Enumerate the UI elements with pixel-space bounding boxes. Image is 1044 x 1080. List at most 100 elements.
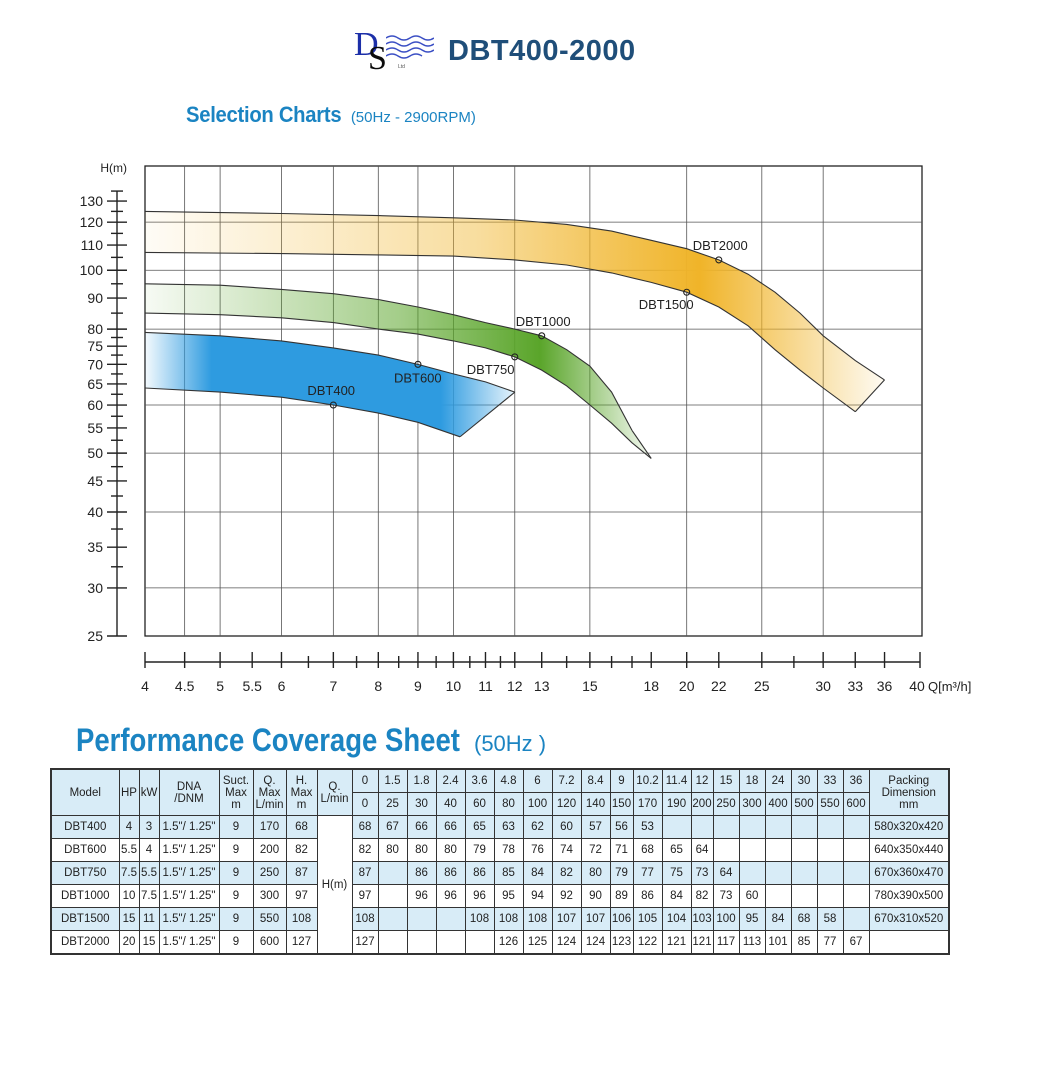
q-m3h-cell: 11.4 (661, 768, 692, 793)
head-value-cell: 84 (764, 907, 792, 931)
q-lmin-cell: 120 (551, 792, 582, 816)
q-m3h-cell: 30 (790, 768, 818, 793)
head-value-cell (816, 838, 844, 862)
band-end-edge (459, 391, 516, 438)
header-packing-line: mm (899, 798, 919, 811)
head-value-cell: 68 (790, 907, 818, 931)
y-tick-label: 110 (81, 237, 104, 253)
head-value-cell: 65 (464, 815, 495, 839)
head-value-cell: 86 (406, 861, 437, 885)
head-value-cell (661, 815, 692, 839)
q-m3h-cell: 8.4 (580, 768, 611, 793)
q-m3h-cell: 18 (738, 768, 766, 793)
cell-suct: 9 (218, 861, 254, 885)
x-tick-label: 33 (847, 678, 863, 694)
band-top-edge (144, 210, 885, 381)
x-tick-label: 12 (507, 678, 523, 694)
head-value-cell: 84 (522, 861, 553, 885)
head-value-cell: 95 (493, 884, 524, 908)
cell-hp: 15 (118, 907, 140, 931)
q-lmin-cell: 300 (738, 792, 766, 816)
header-q-lmin: Q. L/min (316, 768, 353, 816)
q-m3h-cell: 6 (522, 768, 553, 793)
q-lmin-cell: 400 (764, 792, 792, 816)
x-tick-label: 15 (582, 678, 598, 694)
cell-model: DBT750 (50, 861, 120, 885)
selection-chart-condition: (50Hz - 2900RPM) (350, 109, 476, 126)
cell-hp: 20 (118, 930, 140, 955)
head-value-cell (738, 861, 766, 885)
cell-kw: 15 (138, 930, 160, 955)
cell-suct: 9 (218, 907, 254, 931)
head-value-cell: 92 (551, 884, 582, 908)
head-value-cell: 94 (522, 884, 553, 908)
header-dna-line: /DNM (174, 792, 204, 805)
head-value-cell: 68 (351, 815, 379, 839)
header-q-lmin-line: Q. (328, 780, 341, 793)
point-label-dbt400: DBT400 (307, 383, 355, 398)
cell-model: DBT2000 (50, 930, 120, 955)
table-row: DBT750 7.5 5.5 1.5"/ 1.25" 9 250 87 87 86 86 86 85 8… (50, 861, 950, 885)
y-tick-label: 130 (80, 193, 104, 209)
head-value-cell: 96 (464, 884, 495, 908)
head-value-cell: 73 (690, 861, 714, 885)
x-tick-label: 18 (643, 678, 659, 694)
y-tick-label: 55 (87, 420, 103, 436)
head-value-cell: 82 (690, 884, 714, 908)
selection-chart-heading: Selection Charts (186, 102, 342, 127)
cell-hmax: 127 (285, 930, 318, 955)
cell-suct: 9 (218, 884, 254, 908)
q-lmin-cell: 0 (351, 792, 379, 816)
cell-dna: 1.5"/ 1.25" (158, 930, 220, 955)
head-value-cell (842, 884, 870, 908)
operating-point-marker (715, 256, 723, 264)
head-value-cell: 78 (493, 838, 524, 862)
cell-hmax: 108 (285, 907, 318, 931)
head-value-cell: 124 (580, 930, 611, 955)
head-value-cell: 123 (609, 930, 634, 955)
head-value-cell: 77 (632, 861, 663, 885)
point-label-dbt600: DBT600 (394, 370, 442, 385)
head-value-cell: 65 (661, 838, 692, 862)
head-value-cell (738, 815, 766, 839)
head-value-cell: 100 (712, 907, 740, 931)
x-tick-label: 20 (679, 678, 695, 694)
head-value-cell: 82 (351, 838, 379, 862)
q-lmin-cell: 140 (580, 792, 611, 816)
head-value-cell (764, 838, 792, 862)
q-lmin-cell: 60 (464, 792, 495, 816)
header-row: 0 25 30 40 60 80 100 120 140 150 170 190 200 250 300 40… (51, 792, 949, 816)
head-value-cell: 121 (690, 930, 714, 955)
head-value-cell: 53 (632, 815, 663, 839)
table-row: DBT400 4 3 1.5"/ 1.25" 9 170 68 H(m) 68 67 66 66 65 6… (50, 815, 950, 955)
logo-letter-d: D (354, 26, 379, 63)
head-value-cell: 76 (522, 838, 553, 862)
header-row: Model HP kW DNA/DNM Suct. Max m Q. Max L/min H. Max… (50, 768, 950, 816)
head-value-cell (764, 884, 792, 908)
q-m3h-cell: 1.8 (406, 768, 437, 793)
cell-model: DBT600 (50, 838, 120, 862)
q-m3h-cell: 1.5 (377, 768, 408, 793)
cell-hmax: 97 (285, 884, 318, 908)
head-value-cell (842, 815, 870, 839)
y-tick-label: 70 (87, 356, 103, 372)
header-packing: Packing Dimension mm (868, 768, 950, 816)
y-tick-label: 80 (87, 321, 103, 337)
q-m3h-cell: 9 (609, 768, 634, 793)
head-value-cell (377, 861, 408, 885)
y-tick-label: 60 (87, 397, 103, 413)
header-qmax: Q. Max L/min (252, 768, 287, 816)
band-bottom-edge (144, 251, 856, 413)
head-value-cell (842, 861, 870, 885)
head-value-cell (816, 815, 844, 839)
y-tick-label: 30 (87, 580, 103, 596)
cell-hmax: 87 (285, 861, 318, 885)
cell-kw: 3 (138, 815, 160, 839)
wave-icon (386, 35, 434, 59)
y-tick-label: 40 (87, 504, 103, 520)
head-value-cell: 107 (551, 907, 582, 931)
q-lmin-cell: 250 (712, 792, 740, 816)
head-value-cell: 104 (661, 907, 692, 931)
cell-packing: 580x320x420 (868, 815, 950, 839)
header-dna-line: DNA (176, 780, 202, 793)
